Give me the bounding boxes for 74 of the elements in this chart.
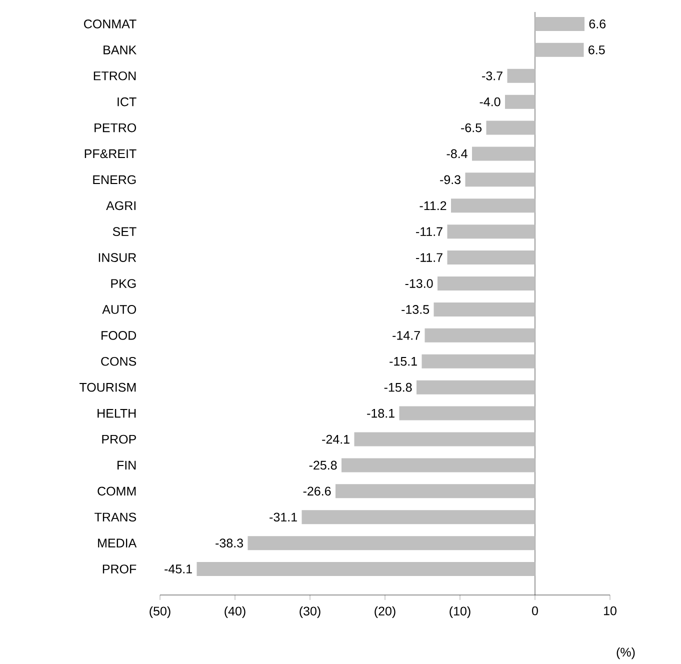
bar — [486, 120, 535, 135]
y-tick-label: PKG — [111, 279, 136, 288]
y-tick-label: FIN — [118, 460, 136, 470]
bar — [505, 94, 535, 109]
bar — [416, 380, 535, 394]
y-tick-label: FOOD — [102, 331, 136, 340]
bar — [434, 302, 535, 316]
data-label: -11.7 — [416, 253, 442, 262]
data-label: -14.7 — [392, 331, 420, 340]
bar — [447, 250, 535, 265]
bar — [507, 68, 535, 83]
data-label: 6.5 — [588, 45, 605, 54]
data-label: -13.5 — [402, 305, 430, 314]
data-label: -25.8 — [309, 460, 337, 470]
x-tick-label: 10 — [604, 606, 616, 616]
bar — [354, 432, 535, 446]
data-label: -11.7 — [416, 227, 442, 236]
y-tick-label: ETRON — [94, 71, 136, 80]
x-tick-label: (40) — [224, 606, 246, 618]
data-label: -26.6 — [303, 486, 331, 496]
data-label: -45.1 — [164, 564, 192, 574]
bar — [302, 510, 535, 524]
data-label: -9.3 — [440, 175, 460, 184]
y-tick-label: PF&REIT — [84, 149, 136, 158]
y-tick-label: COMM — [98, 486, 136, 496]
bar — [447, 224, 535, 239]
x-tick-label: 0 — [532, 606, 538, 616]
y-tick-label: TRANS — [94, 512, 136, 522]
bar — [399, 406, 535, 420]
y-tick-label: HELTH — [98, 409, 136, 418]
bar — [248, 536, 535, 550]
bar — [451, 198, 535, 213]
y-tick-label: INSUR — [98, 253, 136, 262]
x-tick-label: (30) — [300, 606, 320, 618]
bar — [424, 328, 535, 342]
data-label: -18.1 — [367, 408, 394, 418]
y-tick-label: ENERG — [93, 175, 136, 184]
y-tick-label: BANK — [104, 46, 136, 54]
bar — [196, 562, 535, 576]
x-tick-label: (10) — [450, 606, 470, 618]
y-tick-label: AGRI — [106, 201, 136, 210]
x-tick-label: (50) — [150, 606, 170, 618]
data-label: -15.8 — [384, 382, 412, 392]
bar — [472, 146, 535, 161]
bar — [342, 458, 535, 472]
bar — [535, 16, 584, 31]
x-axis-title: (%) — [616, 647, 635, 660]
data-label: -13.0 — [405, 279, 433, 288]
bar — [438, 276, 535, 291]
y-tick-label: CONMAT — [84, 20, 136, 28]
x-tick-label: (20) — [374, 606, 396, 618]
y-tick-label: AUTO — [102, 305, 136, 314]
bar — [336, 484, 535, 498]
data-label: 6.6 — [589, 20, 606, 28]
data-label: -31.1 — [270, 512, 297, 522]
y-tick-label: PETRO — [94, 123, 136, 132]
data-label: -4.0 — [480, 97, 500, 106]
y-tick-label: CONS — [101, 356, 136, 366]
data-label: -11.2 — [420, 201, 446, 210]
data-label: -24.1 — [322, 434, 350, 444]
y-tick-label: SET — [112, 227, 136, 236]
y-tick-label: MEDIA — [98, 538, 137, 548]
bar — [422, 354, 535, 368]
data-label: -15.1 — [390, 357, 417, 366]
data-label: -6.5 — [461, 123, 482, 132]
bar — [535, 42, 584, 57]
y-tick-label: TOURISM — [80, 382, 136, 392]
data-label: -3.7 — [482, 71, 502, 80]
y-tick-label: ICT — [118, 97, 136, 106]
bar — [465, 172, 535, 187]
y-tick-label: PROF — [102, 564, 136, 574]
data-label: -8.4 — [446, 149, 468, 158]
data-label: -38.3 — [216, 538, 243, 548]
y-tick-label: PROP — [102, 434, 136, 444]
